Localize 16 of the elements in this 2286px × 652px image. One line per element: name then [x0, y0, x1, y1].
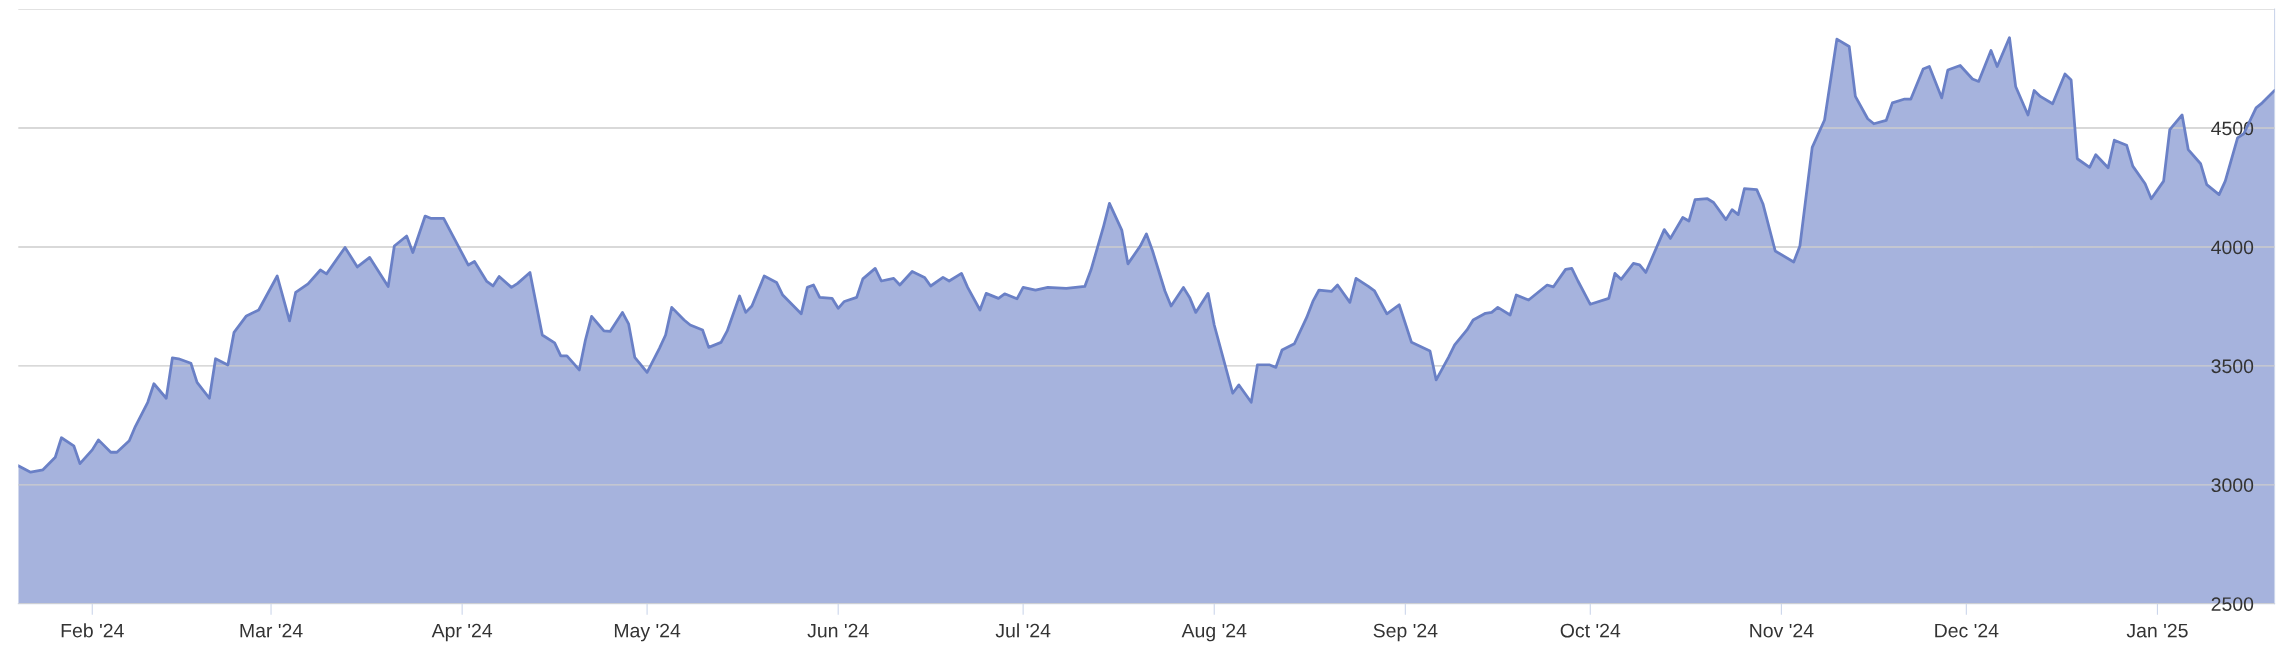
x-tick-label: Aug '24: [1181, 623, 1247, 642]
x-tick-label: Jan '25: [2126, 623, 2188, 638]
y-tick-label: 3500: [2211, 359, 2254, 374]
y-tick-label: 2500: [2211, 597, 2254, 611]
x-tick-label: Nov '24: [1750, 623, 1814, 638]
x-tick-label: May '24: [614, 623, 681, 642]
x-tick-label: Mar '24: [240, 623, 303, 638]
x-tick-label: Oct '24: [1560, 623, 1621, 638]
x-tick-label: Feb '24: [61, 623, 124, 638]
y-tick-label: 4000: [2211, 240, 2254, 255]
x-tick-label: Sep '24: [1373, 623, 1438, 642]
x-tick-label: Apr '24: [431, 623, 493, 642]
x-tick-label: Dec '24: [1935, 623, 1999, 638]
x-tick-label: Jun '24: [807, 623, 869, 638]
x-tick-label: Jul '24: [995, 623, 1051, 638]
y-tick-label: 3000: [2211, 478, 2254, 493]
